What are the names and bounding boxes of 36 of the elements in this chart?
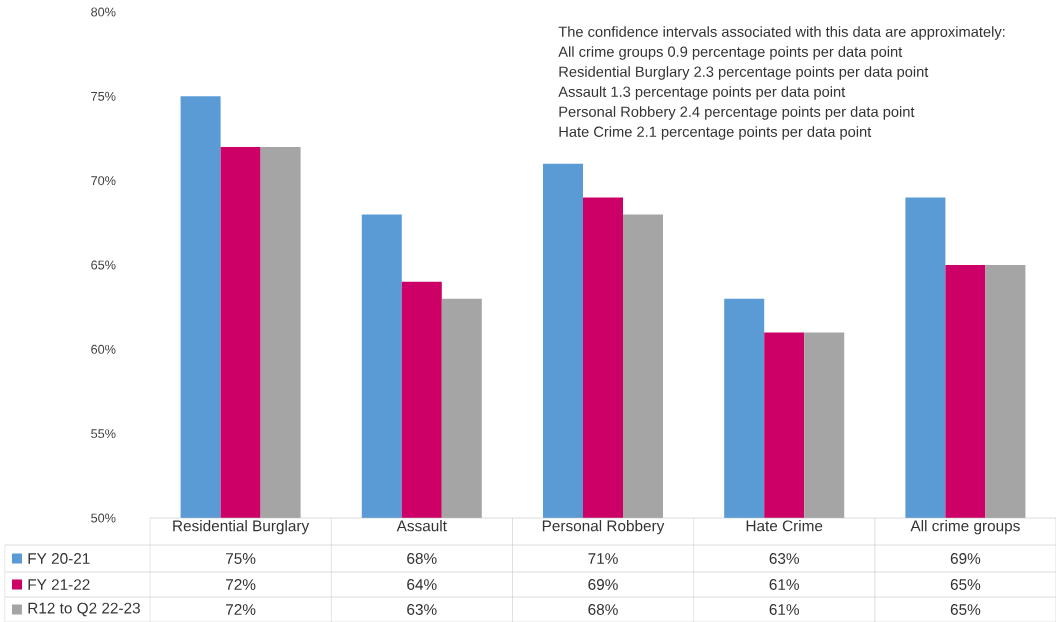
y-tick-label: 70% [91, 176, 116, 186]
annotation: Personal Robbery 2.4 percentage points per data point [559, 106, 915, 120]
legend-label: FY 21-22 [28, 579, 90, 590]
x-tick-label: Hate Crime [746, 520, 823, 532]
y-tick-label: 55% [91, 429, 116, 439]
data-label: 63% [407, 604, 437, 615]
y-tick-label: 80% [91, 7, 116, 17]
data-label: 68% [407, 553, 437, 564]
data-label: 68% [588, 604, 618, 615]
legend-label: FY 20-21 [28, 553, 90, 564]
data-label: 63% [769, 553, 799, 564]
data-label: 75% [226, 553, 256, 564]
data-label: 65% [950, 579, 981, 590]
data-label: 61% [769, 579, 799, 590]
y-tick-label: 75% [91, 91, 116, 101]
x-tick-label: Assault [396, 520, 447, 532]
x-tick-label: Residential Burglary [173, 520, 310, 535]
data-label: 64% [407, 579, 437, 590]
data-label: 61% [769, 604, 799, 615]
y-tick-label: 60% [91, 344, 116, 354]
data-label: 69% [588, 579, 618, 590]
y-tick-label: 65% [91, 260, 116, 270]
annotation: All crime groups 0.9 percentage points per data point [558, 46, 903, 60]
data-label: 71% [588, 553, 618, 564]
annotation: Hate Crime 2.1 percentage points per data point [559, 126, 872, 140]
annotation: Assault 1.3 percentage points per data point [558, 86, 846, 100]
data-label: 72% [226, 579, 256, 590]
data-label: 65% [950, 604, 981, 615]
y-tick-label: 50% [91, 513, 116, 523]
data-label: 72% [226, 604, 256, 615]
x-tick-label: All crime groups [910, 520, 1020, 535]
legend-label: R12 to Q2 22-23 [28, 602, 140, 617]
annotation: The confidence intervals associated with this data are approximately: [558, 26, 1005, 40]
annotation: Residential Burglary 2.3 percentage points per data point [559, 66, 929, 80]
data-label: 69% [950, 553, 981, 564]
x-tick-label: Personal Robbery [542, 520, 665, 535]
